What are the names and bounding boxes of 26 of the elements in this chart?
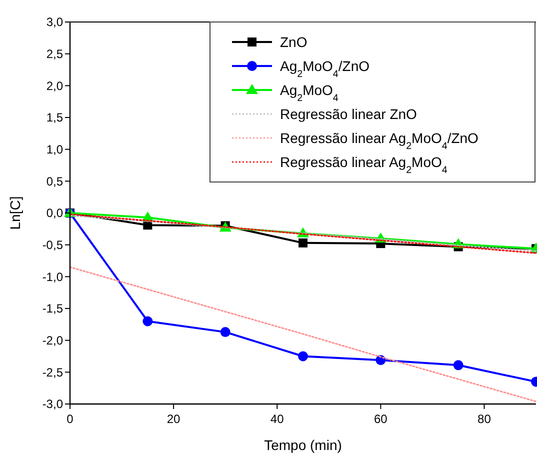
- x-tick-label: 20: [166, 412, 181, 426]
- y-tick-label: -0,5: [42, 238, 64, 252]
- legend-label: Ag$_{2}$MoO$_{4}$: [280, 82, 339, 104]
- x-tick-label: 60: [374, 412, 388, 426]
- legend-label: Regressão linear ZnO: [280, 106, 418, 122]
- y-tick-label: 2,0: [46, 78, 64, 93]
- y-tick-label: 1,5: [46, 110, 64, 125]
- y-tick-label: 2,5: [46, 47, 64, 62]
- y-axis-title: Ln[C]: [7, 196, 23, 230]
- y-tick-label: 1,0: [46, 142, 64, 157]
- y-tick-label: -2,0: [42, 334, 64, 348]
- y-tick-label: 0,5: [46, 174, 64, 188]
- x-axis-title: Tempo (min): [264, 437, 342, 453]
- x-tick-label: 80: [478, 412, 492, 426]
- legend-label: Regressão linear Ag$_{2}$MoO$_{4}$/ZnO: [280, 130, 479, 152]
- x-tick-label: 40: [270, 412, 284, 426]
- y-tick-label: -1,5: [42, 302, 64, 316]
- y-tick-label: -2,5: [42, 365, 64, 380]
- legend-label: Ag$_{2}$MoO$_{4}$/ZnO: [280, 58, 370, 80]
- x-tick-label: 0: [66, 412, 74, 426]
- y-tick-label: -1,0: [42, 270, 64, 284]
- legend-label: ZnO: [280, 34, 308, 50]
- y-tick-label: -3,0: [42, 397, 64, 412]
- y-tick-label: 0,0: [46, 206, 64, 220]
- legend-label: Regressão linear Ag$_{2}$MoO$_{4}$: [280, 154, 448, 176]
- y-tick-label: 3,0: [46, 15, 64, 30]
